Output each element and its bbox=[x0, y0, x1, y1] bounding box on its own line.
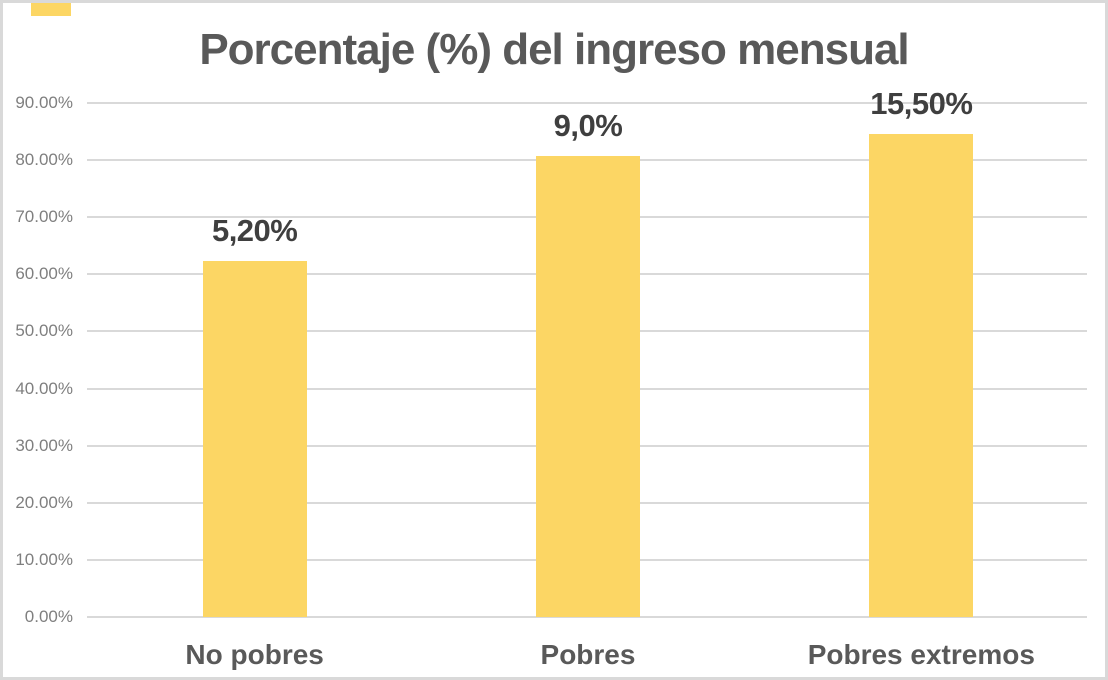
gridline bbox=[87, 102, 1087, 104]
bar bbox=[202, 261, 307, 617]
bars-area: 5,20% 9,0% 15,50% bbox=[88, 86, 1088, 617]
bar-data-label: 5,20% bbox=[211, 213, 298, 249]
bar-data-label: 15,50% bbox=[870, 86, 973, 122]
category-label: Pobres bbox=[540, 639, 636, 670]
y-tick-label: 10.00% bbox=[15, 549, 73, 569]
y-tick-label: 50.00% bbox=[15, 321, 73, 341]
bar bbox=[869, 134, 974, 617]
y-tick-label: 0.00% bbox=[24, 607, 73, 626]
bar-slot: 5,20% bbox=[88, 103, 421, 617]
bar-slot: 9,0% bbox=[421, 103, 754, 617]
bar bbox=[535, 156, 640, 617]
y-tick-label: 80.00% bbox=[15, 150, 73, 170]
x-axis-labels: No pobres Pobres Pobres extremos bbox=[88, 639, 1088, 675]
y-tick-label: 70.00% bbox=[15, 207, 73, 227]
category-label: No pobres bbox=[185, 639, 324, 670]
corner-accent-marker bbox=[31, 3, 71, 16]
bar-data-label: 9,0% bbox=[553, 108, 623, 144]
y-axis-labels: 90.00% 80.00% 70.00% 60.00% 50.00% 40.00% 30.0… bbox=[13, 93, 73, 626]
y-tick-label: 90.00% bbox=[15, 93, 73, 112]
chart-title: Porcentaje (%) del ingreso mensual bbox=[199, 25, 909, 74]
y-tick-label: 20.00% bbox=[15, 492, 73, 512]
bar-slot: 15,50% bbox=[755, 86, 1088, 617]
gridline bbox=[87, 616, 1087, 618]
y-tick-label: 60.00% bbox=[15, 264, 73, 284]
category-label: Pobres extremos bbox=[807, 639, 1035, 670]
y-tick-label: 40.00% bbox=[15, 378, 73, 398]
y-tick-label: 30.00% bbox=[15, 435, 73, 455]
